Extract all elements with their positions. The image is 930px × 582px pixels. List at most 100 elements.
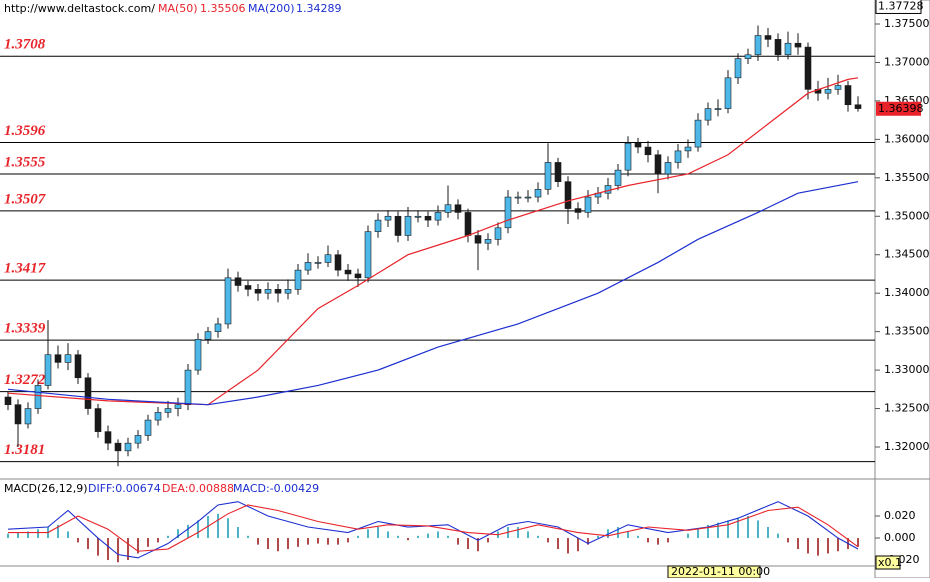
- y-tick-label: 0.020: [884, 509, 916, 522]
- candle-body: [694, 119, 702, 148]
- candle-body: [584, 196, 592, 213]
- candle-body: [114, 442, 122, 452]
- candle-body: [64, 354, 72, 363]
- candle-body: [764, 35, 772, 40]
- candle-body: [354, 273, 362, 279]
- candle-body: [4, 396, 12, 406]
- candle-body: [174, 404, 182, 409]
- diff-label: DIFF:0.00674: [88, 482, 161, 495]
- candle-body: [124, 442, 132, 452]
- level-label: 1.3555: [4, 154, 46, 170]
- candle-body: [264, 289, 272, 294]
- candle-body: [384, 215, 392, 221]
- source-url: http://www.deltastock.com/: [4, 2, 155, 15]
- candle-body: [184, 369, 192, 406]
- candle-body: [724, 77, 732, 109]
- candle-body: [604, 185, 612, 194]
- candle-body: [804, 46, 812, 90]
- high-marker-label: 1.37728: [878, 0, 924, 12]
- scale-label: x0.1: [878, 556, 902, 569]
- candle-body: [334, 254, 342, 271]
- level-label: 1.3507: [4, 191, 46, 207]
- candle-body: [824, 89, 832, 94]
- y-tick-label: 1.37500: [884, 17, 930, 30]
- candle-body: [84, 377, 92, 409]
- candle-body: [154, 412, 162, 421]
- candle-body: [214, 323, 222, 332]
- date-label: 2022-01-11 00:00: [671, 565, 770, 578]
- candle-body: [674, 150, 682, 163]
- candle-body: [274, 289, 282, 294]
- y-tick-label: 1.32500: [884, 402, 930, 415]
- candle-body: [504, 196, 512, 229]
- candle-body: [654, 154, 662, 175]
- candle-body: [194, 339, 202, 371]
- candle-body: [794, 42, 802, 48]
- moving-average: [7, 181, 859, 406]
- y-tick-label: 1.33500: [884, 325, 930, 338]
- candle-body: [564, 181, 572, 209]
- candle-body: [324, 254, 332, 263]
- ma200-name: MA(200): [248, 2, 295, 15]
- candle-body: [514, 196, 522, 199]
- candle-body: [614, 169, 622, 186]
- candle-body: [684, 146, 692, 152]
- candle-body: [664, 162, 672, 175]
- y-tick-label: 1.34500: [884, 248, 930, 261]
- ma50-name: MA(50): [158, 2, 198, 15]
- candle-body: [714, 108, 722, 110]
- candle-body: [394, 215, 402, 236]
- candle-body: [404, 215, 412, 236]
- level-label: 1.3181: [4, 442, 45, 458]
- price-marker-label: 1.36398: [878, 102, 924, 115]
- candle-body: [234, 277, 242, 286]
- level-label: 1.3596: [4, 123, 46, 139]
- candle-body: [734, 58, 742, 79]
- level-label: 1.3339: [4, 321, 46, 337]
- candle-body: [374, 219, 382, 232]
- candle-body: [774, 39, 782, 56]
- candle-body: [34, 385, 42, 409]
- dea-label: DEA:0.00888: [162, 482, 234, 495]
- candle-body: [54, 354, 62, 363]
- candle-body: [104, 431, 112, 444]
- candle-body: [244, 285, 252, 290]
- candle-body: [344, 269, 352, 275]
- candle-body: [754, 35, 762, 56]
- candle-body: [494, 227, 502, 240]
- ma200-value: 1.34289: [296, 2, 342, 15]
- y-tick-label: 1.34000: [884, 286, 930, 299]
- candle-body: [704, 108, 712, 121]
- moving-average: [7, 77, 859, 406]
- candle-body: [554, 162, 562, 182]
- y-tick-label: 0.000: [884, 531, 916, 544]
- y-tick-label: 1.36000: [884, 132, 930, 145]
- candle-body: [24, 408, 32, 425]
- candle-body: [484, 239, 492, 244]
- candle-body: [634, 142, 642, 148]
- candle-body: [624, 142, 632, 171]
- macd-hist-label: MACD:-0.00429: [233, 482, 319, 495]
- candle-body: [574, 208, 582, 213]
- candle-body: [144, 419, 152, 436]
- macd-line: [8, 504, 859, 552]
- candle-body: [314, 262, 322, 264]
- level-label: 1.3272: [4, 372, 46, 388]
- ma50-value: 1.35506: [200, 2, 246, 15]
- candle-body: [444, 204, 452, 213]
- candle-body: [304, 262, 312, 271]
- candle-body: [524, 196, 532, 199]
- candle-body: [834, 85, 842, 90]
- candle-body: [784, 42, 792, 56]
- price-marker-box: [876, 101, 921, 116]
- candle-body: [254, 289, 262, 294]
- candle-body: [414, 215, 422, 218]
- candle-body: [474, 235, 482, 244]
- price-axis: [874, 0, 930, 579]
- candle-body: [534, 189, 542, 198]
- candle-body: [44, 354, 52, 386]
- y-tick-label: 1.35000: [884, 209, 930, 222]
- candle-body: [434, 212, 442, 221]
